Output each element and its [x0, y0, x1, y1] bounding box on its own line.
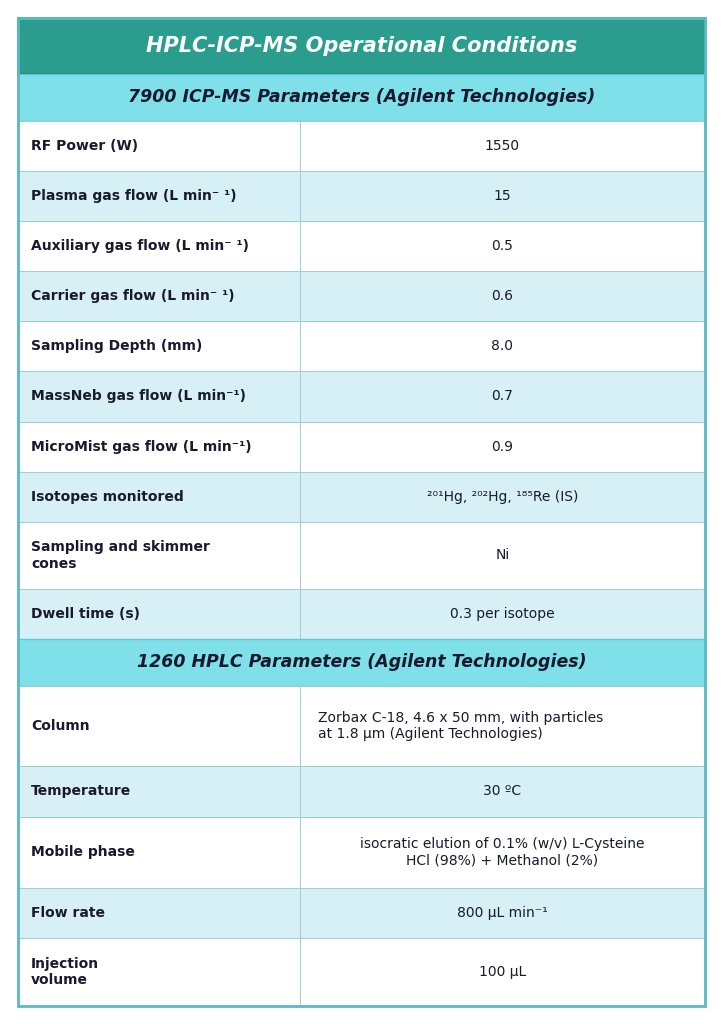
- Text: HPLC-ICP-MS Operational Conditions: HPLC-ICP-MS Operational Conditions: [146, 36, 577, 56]
- Text: Zorbax C-18, 4.6 x 50 mm, with particles
at 1.8 μm (Agilent Technologies): Zorbax C-18, 4.6 x 50 mm, with particles…: [318, 711, 604, 741]
- Bar: [18, 121, 300, 171]
- Text: Plasma gas flow (L min⁻ ¹): Plasma gas flow (L min⁻ ¹): [31, 188, 236, 203]
- Bar: [300, 322, 705, 372]
- Bar: [300, 766, 705, 816]
- Bar: [18, 171, 300, 221]
- Text: 800 μL min⁻¹: 800 μL min⁻¹: [457, 906, 548, 921]
- Bar: [18, 938, 300, 1006]
- Text: Sampling and skimmer
cones: Sampling and skimmer cones: [31, 541, 210, 570]
- Bar: [18, 766, 300, 816]
- Bar: [300, 221, 705, 271]
- Bar: [18, 686, 300, 766]
- Bar: [300, 271, 705, 322]
- Text: Dwell time (s): Dwell time (s): [31, 607, 140, 622]
- Text: MassNeb gas flow (L min⁻¹): MassNeb gas flow (L min⁻¹): [31, 389, 246, 403]
- Text: 8.0: 8.0: [492, 339, 513, 353]
- Bar: [18, 888, 300, 938]
- Text: MicroMist gas flow (L min⁻¹): MicroMist gas flow (L min⁻¹): [31, 439, 252, 454]
- Text: Injection
volume: Injection volume: [31, 956, 99, 987]
- Text: 0.5: 0.5: [492, 239, 513, 253]
- Bar: [300, 589, 705, 639]
- Text: Ni: Ni: [495, 549, 510, 562]
- Text: Isotopes monitored: Isotopes monitored: [31, 489, 184, 504]
- Text: 0.9: 0.9: [492, 439, 513, 454]
- Bar: [300, 816, 705, 888]
- Bar: [300, 472, 705, 522]
- Bar: [18, 816, 300, 888]
- Text: ²⁰¹Hg, ²⁰²Hg, ¹⁸⁵Re (IS): ²⁰¹Hg, ²⁰²Hg, ¹⁸⁵Re (IS): [427, 489, 578, 504]
- Text: 0.3 per isotope: 0.3 per isotope: [450, 607, 555, 622]
- Bar: [300, 372, 705, 422]
- Bar: [300, 686, 705, 766]
- Text: Column: Column: [31, 719, 90, 733]
- Bar: [300, 938, 705, 1006]
- Bar: [18, 18, 705, 74]
- Bar: [18, 74, 705, 121]
- Text: 0.6: 0.6: [492, 289, 513, 303]
- Text: Sampling Depth (mm): Sampling Depth (mm): [31, 339, 202, 353]
- Text: 0.7: 0.7: [492, 389, 513, 403]
- Text: Mobile phase: Mobile phase: [31, 846, 135, 859]
- Bar: [300, 888, 705, 938]
- Bar: [18, 589, 300, 639]
- Text: RF Power (W): RF Power (W): [31, 138, 138, 153]
- Bar: [300, 522, 705, 589]
- Bar: [18, 472, 300, 522]
- Bar: [18, 639, 705, 686]
- Text: 30 ºC: 30 ºC: [484, 784, 521, 799]
- Bar: [300, 121, 705, 171]
- Bar: [18, 221, 300, 271]
- Text: Carrier gas flow (L min⁻ ¹): Carrier gas flow (L min⁻ ¹): [31, 289, 235, 303]
- Bar: [18, 271, 300, 322]
- Text: isocratic elution of 0.1% (w/v) L-Cysteine
HCl (98%) + Methanol (2%): isocratic elution of 0.1% (w/v) L-Cystei…: [360, 838, 645, 867]
- Text: Temperature: Temperature: [31, 784, 132, 799]
- Text: Flow rate: Flow rate: [31, 906, 105, 921]
- Bar: [18, 372, 300, 422]
- Text: 1550: 1550: [485, 138, 520, 153]
- Bar: [18, 422, 300, 472]
- Bar: [300, 171, 705, 221]
- Text: 15: 15: [494, 188, 511, 203]
- Text: 1260 HPLC Parameters (Agilent Technologies): 1260 HPLC Parameters (Agilent Technologi…: [137, 653, 586, 672]
- Bar: [300, 422, 705, 472]
- Text: 7900 ICP-MS Parameters (Agilent Technologies): 7900 ICP-MS Parameters (Agilent Technolo…: [128, 88, 595, 106]
- Bar: [18, 322, 300, 372]
- Bar: [18, 522, 300, 589]
- Text: 100 μL: 100 μL: [479, 965, 526, 979]
- Text: Auxiliary gas flow (L min⁻ ¹): Auxiliary gas flow (L min⁻ ¹): [31, 239, 249, 253]
